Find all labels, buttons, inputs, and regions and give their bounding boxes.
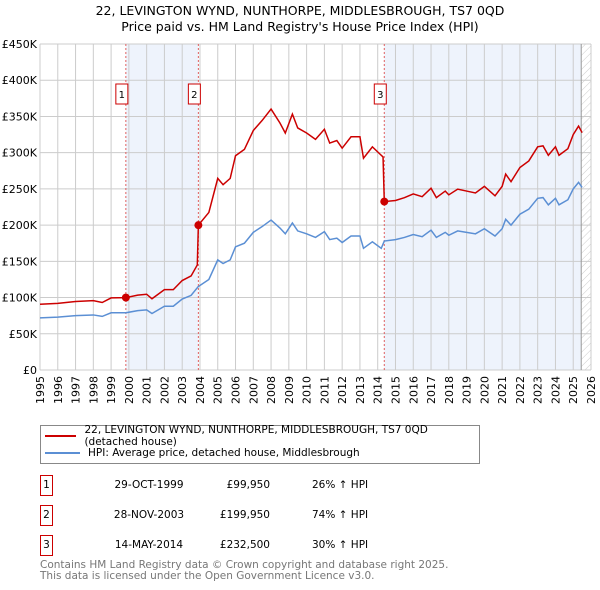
x-tick-label: 2009: [283, 376, 296, 404]
footer-line-1: Contains HM Land Registry data © Crown c…: [40, 559, 449, 571]
x-tick-label: 2010: [301, 376, 314, 404]
red-line-swatch: [45, 435, 77, 437]
x-tick-label: 2003: [176, 376, 189, 404]
x-tick-label: 1997: [70, 376, 83, 404]
shaded-range: [384, 44, 582, 370]
legend-label-property: 22, LEVINGTON WYND, NUNTHORPE, MIDDLESBR…: [84, 424, 428, 448]
y-tick-label: £450K: [2, 38, 38, 51]
sale-price: £199,950: [219, 509, 270, 521]
x-tick-label: 2014: [372, 376, 385, 404]
y-tick-label: £0: [23, 364, 37, 377]
sale-hpi-diff: 74% ↑ HPI: [312, 509, 369, 521]
x-tick-label: 2005: [212, 376, 225, 404]
sale-marker-box: [115, 83, 129, 105]
sale-date: 28-NOV-2003: [113, 509, 185, 521]
x-tick-label: 2016: [407, 376, 420, 404]
sale-marker-number: 3: [377, 90, 383, 101]
y-tick-label: £50K: [9, 328, 38, 341]
x-tick-label: 2001: [141, 376, 154, 404]
y-tick-label: £200K: [2, 219, 38, 232]
hpi-line: [39, 181, 583, 319]
x-tick-label: 2018: [443, 376, 456, 404]
price-chart: 1995 1996 1997 1998 1999 2000 2001 2002 2003 2004…: [2, 38, 598, 404]
x-tick-label: 1996: [52, 376, 65, 404]
footer-line-2: This data is licensed under the Open Gov…: [40, 569, 375, 582]
y-tick-label: £250K: [2, 183, 38, 196]
x-tick-label: 1995: [34, 376, 47, 404]
sale-number: 1: [40, 475, 53, 496]
y-tick-label: £100K: [2, 292, 38, 305]
y-tick-label: £150K: [2, 255, 38, 268]
y-tick-label: £300K: [2, 147, 38, 160]
footer: Contains HM Land Registry data © Crown c…: [40, 560, 448, 581]
x-tick-label: 2019: [461, 376, 474, 404]
x-tick-label: 2011: [318, 376, 331, 404]
x-tick-label: 2008: [265, 376, 278, 404]
sale-row: 3 14-MAY-2014 £232,500 30% ↑ HPI: [40, 535, 440, 556]
shaded-range: [125, 44, 199, 370]
x-tick-label: 2023: [532, 376, 545, 404]
sale-row: 2 28-NOV-2003 £199,950 74% ↑ HPI: [40, 505, 440, 526]
sale-number: 3: [40, 535, 53, 556]
sale-marker-box: [373, 83, 387, 105]
x-tick-label: 2000: [123, 376, 136, 404]
x-tick-label: 1999: [105, 376, 118, 404]
x-tick-label: 2006: [230, 376, 243, 404]
sale-row: 1 29-OCT-1999 £99,950 26% ↑ HPI: [40, 475, 440, 496]
forecast-hatch: [581, 44, 591, 370]
sale-date: 29-OCT-1999: [114, 479, 184, 491]
sale-number: 2: [40, 505, 53, 526]
chart-title: 22, LEVINGTON WYND, NUNTHORPE, MIDDLESBR…: [95, 3, 505, 18]
x-tick-label: 2004: [194, 376, 207, 404]
x-tick-label: 2015: [389, 376, 402, 404]
sale-hpi-diff: 30% ↑ HPI: [312, 539, 369, 551]
x-tick-label: 2022: [514, 376, 527, 404]
legend: 22, LEVINGTON WYND, NUNTHORPE, MIDDLESBR…: [40, 424, 480, 464]
sale-point: [380, 197, 389, 206]
sale-point: [121, 293, 130, 302]
property-price-line: [39, 107, 583, 306]
sale-point: [194, 221, 203, 230]
x-tick-label: 2002: [158, 376, 171, 404]
legend-item-hpi: HPI: Average price, detached house, Midd…: [41, 445, 360, 461]
x-tick-label: 2021: [496, 376, 509, 404]
y-tick-label: £400K: [2, 74, 38, 87]
y-tick-label: £350K: [2, 110, 38, 123]
legend-item-property: 22, LEVINGTON WYND, NUNTHORPE, MIDDLESBR…: [41, 424, 479, 448]
sale-hpi-diff: 26% ↑ HPI: [312, 479, 369, 491]
chart-subtitle: Price paid vs. HM Land Registry's House …: [121, 19, 479, 34]
blue-line-swatch: [45, 452, 80, 454]
legend-label-hpi: HPI: Average price, detached house, Midd…: [88, 447, 360, 459]
sale-price: £99,950: [226, 479, 270, 491]
sale-marker-number: 1: [119, 90, 125, 101]
x-tick-label: 2012: [336, 376, 349, 404]
sale-date: 14-MAY-2014: [114, 539, 184, 551]
x-tick-label: 2024: [549, 376, 562, 404]
sale-price: £232,500: [219, 539, 270, 551]
sale-marker-number: 2: [191, 90, 197, 101]
x-tick-label: 2026: [585, 376, 598, 404]
x-tick-label: 2007: [247, 376, 260, 404]
sale-marker-box: [187, 83, 201, 105]
x-tick-label: 2013: [354, 376, 367, 404]
x-tick-label: 1998: [87, 376, 100, 404]
x-tick-label: 2025: [567, 376, 580, 404]
x-tick-label: 2017: [425, 376, 438, 404]
x-tick-label: 2020: [478, 376, 491, 404]
